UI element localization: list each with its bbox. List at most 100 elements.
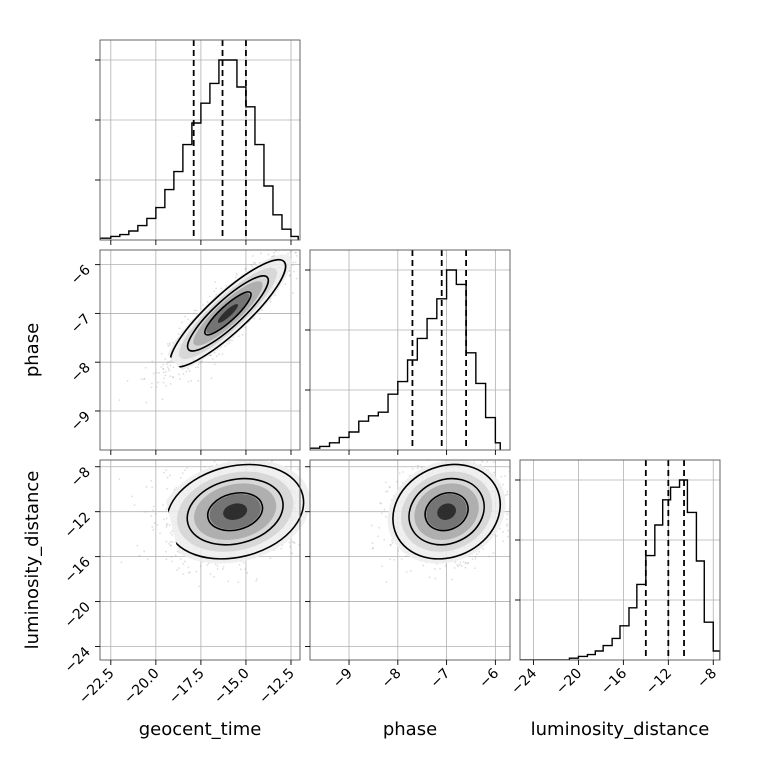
sample-point xyxy=(182,573,185,575)
sample-point xyxy=(506,523,508,525)
sample-point xyxy=(380,502,383,505)
sample-point xyxy=(511,518,513,520)
sample-point xyxy=(165,508,168,510)
sample-point xyxy=(228,341,231,344)
sample-point xyxy=(295,277,298,280)
sample-point xyxy=(169,474,171,477)
sample-point xyxy=(269,300,272,303)
sample-point xyxy=(280,456,282,458)
sample-point xyxy=(167,367,170,370)
sample-point xyxy=(273,251,275,254)
sample-point xyxy=(506,493,509,496)
panel-frame-2-0 xyxy=(99,459,301,661)
sample-point xyxy=(409,570,412,572)
sample-point xyxy=(493,471,495,474)
sample-point xyxy=(198,585,200,588)
sample-point xyxy=(185,370,188,373)
sample-point xyxy=(234,276,237,279)
sample-point xyxy=(506,525,509,527)
sample-point xyxy=(386,490,389,493)
sample-point xyxy=(306,274,308,276)
sample-point xyxy=(176,550,179,553)
sample-point xyxy=(453,567,456,569)
sample-point xyxy=(312,559,314,561)
sample-point xyxy=(199,362,202,364)
sample-point xyxy=(165,540,168,543)
sample-point xyxy=(295,254,298,257)
tick-label-x-phase-0: −9 xyxy=(330,666,356,692)
sample-point xyxy=(178,327,181,330)
sample-point xyxy=(216,568,219,570)
sample-point xyxy=(305,258,307,260)
sample-point xyxy=(502,483,505,486)
sample-point xyxy=(244,268,246,270)
sample-point xyxy=(171,533,174,536)
sample-point xyxy=(313,532,315,534)
sample-point xyxy=(507,535,509,538)
histogram-phase xyxy=(310,269,501,450)
sample-point xyxy=(169,364,172,367)
sample-point xyxy=(302,473,304,475)
sample-point xyxy=(434,577,437,580)
sample-point xyxy=(153,522,156,525)
sample-point xyxy=(482,548,485,550)
sample-point xyxy=(169,531,172,534)
sample-point xyxy=(186,466,188,469)
sample-point xyxy=(420,466,423,469)
sample-point xyxy=(247,426,249,428)
sample-point xyxy=(158,372,160,374)
sample-point xyxy=(242,561,245,564)
sample-point xyxy=(454,561,457,564)
sample-point xyxy=(165,469,168,471)
sample-point xyxy=(169,383,172,385)
sample-point xyxy=(255,580,258,582)
sample-point xyxy=(171,540,174,543)
sample-point xyxy=(197,363,200,366)
sample-point xyxy=(254,262,257,264)
sample-point xyxy=(169,541,172,543)
sample-point xyxy=(458,564,461,566)
sample-point xyxy=(178,373,181,376)
sample-point xyxy=(317,498,319,500)
sample-point xyxy=(151,486,153,489)
tick-label-y-phase-0: −9 xyxy=(68,408,94,434)
sample-point xyxy=(187,368,190,370)
tick-label-x-luminosity_distance-4: −8 xyxy=(694,666,720,692)
sample-point xyxy=(165,517,168,520)
sample-point xyxy=(432,453,434,455)
sample-point xyxy=(162,367,165,370)
sample-point xyxy=(493,461,495,464)
sample-point xyxy=(274,250,277,252)
sample-point xyxy=(435,452,437,454)
sample-point xyxy=(222,565,225,568)
sample-point xyxy=(439,567,441,570)
sample-point xyxy=(188,370,191,372)
tick-label-y-luminosity_distance-0: −24 xyxy=(62,644,94,676)
sample-point xyxy=(514,572,516,574)
sample-point xyxy=(383,538,386,541)
sample-point xyxy=(131,495,134,498)
sample-point xyxy=(159,532,161,535)
sample-point xyxy=(372,547,375,549)
density-shade-geocent_time-luminosity_distance-4 xyxy=(223,503,248,520)
sample-point xyxy=(509,453,511,455)
sample-point xyxy=(380,512,383,515)
sample-point xyxy=(193,309,196,312)
sample-point xyxy=(330,522,332,524)
sample-point xyxy=(378,526,381,529)
sample-point xyxy=(184,315,187,318)
sample-point xyxy=(384,515,387,518)
xlabel-luminosity-distance: luminosity_distance xyxy=(531,719,710,740)
sample-point xyxy=(163,377,165,380)
sample-point xyxy=(322,512,324,514)
ylabel-luminosity-distance: luminosity_distance xyxy=(22,471,43,650)
sample-point xyxy=(195,570,198,573)
sample-point xyxy=(504,494,507,496)
sample-point xyxy=(464,566,467,569)
sample-point xyxy=(163,518,165,521)
sample-point xyxy=(511,471,513,473)
sample-point xyxy=(324,499,326,501)
sample-point xyxy=(164,371,167,373)
sample-point xyxy=(295,251,297,254)
contour-phase-luminosity_distance-2 xyxy=(424,492,469,532)
